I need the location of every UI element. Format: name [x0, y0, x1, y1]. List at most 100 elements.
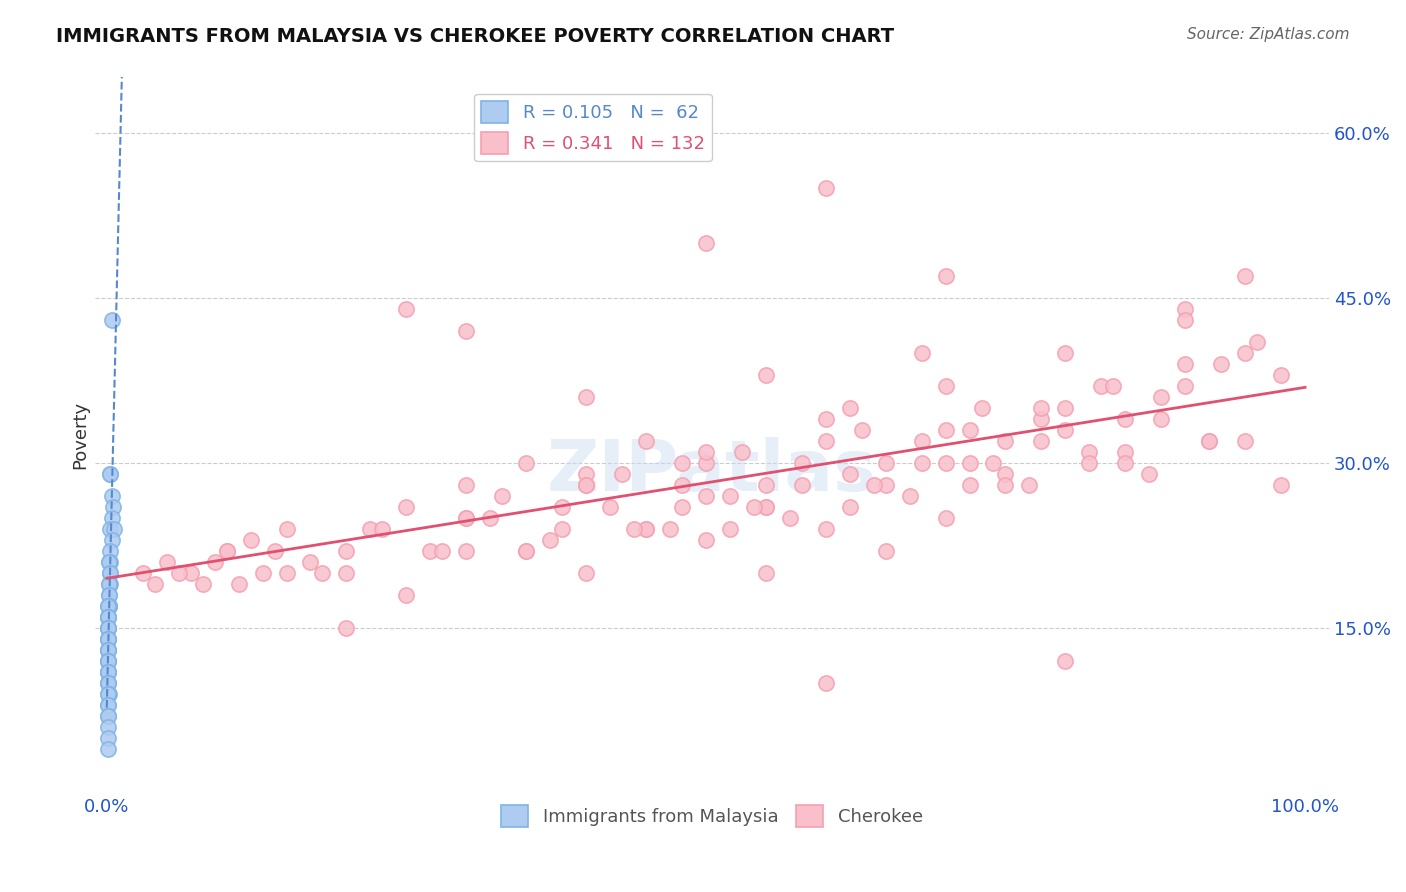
Point [1150, 390, 1173, 404]
Point [100, 577, 122, 591]
Point [1054, 654, 1077, 668]
Point [97, 632, 120, 647]
Point [97, 665, 120, 680]
Point [1174, 301, 1197, 316]
Point [98, 687, 121, 701]
Legend: Immigrants from Malaysia, Cherokee: Immigrants from Malaysia, Cherokee [494, 798, 929, 834]
Point [838, 500, 860, 514]
Point [335, 621, 357, 635]
Point [132, 566, 155, 580]
Point [790, 456, 813, 470]
Point [299, 555, 322, 569]
Point [276, 566, 298, 580]
Point [97, 654, 120, 668]
Point [100, 566, 122, 580]
Point [395, 500, 418, 514]
Point [98, 599, 121, 613]
Point [838, 401, 860, 415]
Point [935, 423, 957, 437]
Point [143, 577, 166, 591]
Point [538, 533, 561, 547]
Point [97, 621, 120, 635]
Point [551, 522, 574, 536]
Point [98, 599, 121, 613]
Point [875, 478, 897, 492]
Y-axis label: Poverty: Poverty [72, 401, 89, 469]
Point [1270, 368, 1292, 382]
Point [1198, 434, 1220, 448]
Point [814, 180, 837, 194]
Point [97, 621, 120, 635]
Point [695, 456, 717, 470]
Point [97, 698, 120, 713]
Point [718, 489, 741, 503]
Point [456, 511, 478, 525]
Point [814, 676, 837, 690]
Point [1234, 346, 1257, 360]
Point [215, 544, 238, 558]
Point [695, 489, 717, 503]
Point [910, 456, 932, 470]
Point [98, 577, 121, 591]
Point [98, 599, 121, 613]
Point [731, 445, 754, 459]
Point [97, 632, 120, 647]
Point [994, 467, 1017, 481]
Point [97, 632, 120, 647]
Point [100, 467, 122, 481]
Point [97, 610, 120, 624]
Point [97, 665, 120, 680]
Point [276, 522, 298, 536]
Point [100, 566, 122, 580]
Point [97, 599, 120, 613]
Point [371, 522, 394, 536]
Point [479, 511, 502, 525]
Point [575, 478, 598, 492]
Point [515, 456, 537, 470]
Point [814, 434, 837, 448]
Point [659, 522, 682, 536]
Point [97, 610, 120, 624]
Point [910, 434, 932, 448]
Point [456, 324, 478, 338]
Point [515, 544, 537, 558]
Point [103, 522, 125, 536]
Point [1031, 412, 1053, 426]
Point [634, 434, 657, 448]
Point [97, 610, 120, 624]
Point [98, 555, 121, 569]
Point [228, 577, 250, 591]
Point [335, 566, 357, 580]
Point [959, 456, 981, 470]
Point [1174, 379, 1197, 393]
Point [97, 698, 120, 713]
Point [814, 412, 837, 426]
Point [755, 368, 778, 382]
Point [959, 423, 981, 437]
Point [156, 555, 179, 569]
Point [983, 456, 1005, 470]
Point [755, 500, 778, 514]
Point [100, 544, 122, 558]
Point [98, 555, 121, 569]
Point [1078, 456, 1101, 470]
Point [755, 500, 778, 514]
Point [1174, 312, 1197, 326]
Point [252, 566, 274, 580]
Text: IMMIGRANTS FROM MALAYSIA VS CHEROKEE POVERTY CORRELATION CHART: IMMIGRANTS FROM MALAYSIA VS CHEROKEE POV… [56, 27, 894, 45]
Point [779, 511, 801, 525]
Point [263, 544, 285, 558]
Point [97, 643, 120, 657]
Point [875, 544, 897, 558]
Point [97, 687, 120, 701]
Point [959, 478, 981, 492]
Text: Source: ZipAtlas.com: Source: ZipAtlas.com [1187, 27, 1350, 42]
Point [100, 489, 122, 503]
Point [97, 654, 120, 668]
Point [359, 522, 381, 536]
Point [910, 346, 932, 360]
Point [97, 665, 120, 680]
Point [935, 511, 957, 525]
Point [898, 489, 921, 503]
Point [755, 478, 778, 492]
